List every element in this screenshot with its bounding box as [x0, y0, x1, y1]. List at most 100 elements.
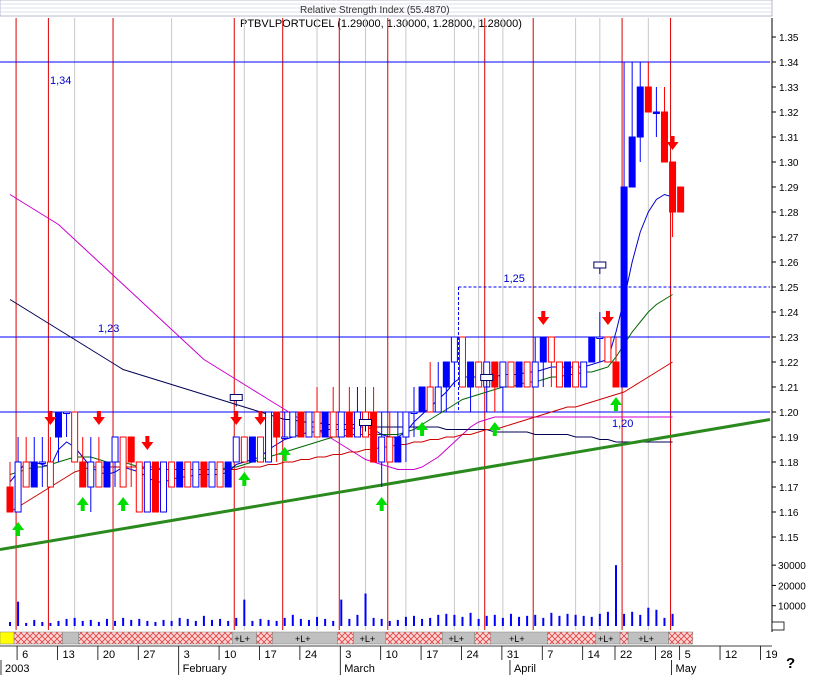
price-tick-label: 1.15	[779, 533, 799, 544]
sell-arrow-icon	[141, 436, 154, 450]
candle-body	[370, 411, 378, 463]
candle-body	[588, 336, 596, 363]
price-tick-label: 1.22	[779, 358, 799, 369]
candle-body	[216, 461, 224, 488]
candle	[119, 436, 127, 488]
day-tick-label: 22	[620, 649, 632, 661]
candle	[539, 336, 547, 387]
candle	[14, 437, 22, 513]
price-tick-label: 1.27	[779, 233, 799, 244]
candle-body	[79, 461, 87, 488]
candle-body	[458, 336, 466, 388]
candle-body	[467, 361, 475, 388]
candle-body	[313, 411, 321, 438]
timeline-segment	[547, 631, 597, 645]
candle	[151, 461, 159, 513]
timeline-segment	[78, 631, 233, 645]
price-tick-label: 1.20	[779, 408, 799, 419]
price-tick-label: 1.32	[779, 108, 799, 119]
candle	[30, 437, 38, 488]
buy-arrow-icon	[76, 497, 89, 511]
candle	[135, 461, 143, 513]
sell-arrow-icon	[230, 411, 243, 425]
candle-body	[297, 411, 305, 438]
candle-body	[442, 361, 450, 388]
candle	[378, 412, 386, 487]
candle-body	[660, 111, 668, 163]
candle	[6, 462, 14, 513]
support-trendline	[0, 418, 771, 551]
candle-body	[38, 461, 46, 464]
candle-body	[265, 411, 273, 463]
candle	[273, 411, 281, 462]
candle	[564, 361, 572, 388]
day-tick-label: 24	[305, 649, 317, 661]
candle-body	[507, 361, 515, 388]
axis-corner-box	[771, 621, 785, 631]
candle-body	[531, 361, 539, 388]
candle	[256, 436, 264, 463]
candle-body	[515, 361, 523, 388]
price-tick-label: 1.18	[779, 458, 799, 469]
candle-body	[208, 461, 216, 488]
timeline-segment	[337, 631, 354, 645]
candle-body	[192, 461, 200, 488]
timeline-segment	[474, 631, 492, 645]
help-glyph[interactable]: ?	[786, 655, 795, 672]
candle	[208, 461, 216, 488]
candle-body	[402, 411, 410, 438]
candle-body	[87, 461, 95, 488]
day-tick-label: 14	[588, 649, 600, 661]
price-tick-label: 1.23	[779, 333, 799, 344]
sell-arrow-icon	[44, 411, 57, 425]
candle-body	[143, 461, 151, 513]
price-tick-label: 1.33	[779, 83, 799, 94]
candle-body	[345, 411, 353, 438]
day-tick-label: 3	[184, 649, 190, 661]
candle	[491, 361, 499, 412]
candle-body	[499, 361, 507, 388]
candle	[184, 461, 192, 488]
candle	[572, 361, 580, 388]
candle-body	[176, 461, 184, 488]
candle	[669, 161, 677, 237]
price-tick-label: 1.26	[779, 258, 799, 269]
candle	[111, 436, 119, 487]
candle	[176, 461, 184, 488]
header-area: Relative Strength Index (55.4870) PTBVLP…	[0, 0, 773, 30]
event-marker	[480, 374, 494, 381]
candle	[410, 387, 418, 437]
month-tick-label: 2003	[5, 663, 29, 675]
candle-body	[63, 411, 71, 414]
day-tick-label: 24	[466, 649, 478, 661]
candle-body	[612, 361, 620, 388]
volume-tick-label: 30000	[778, 561, 806, 572]
candle	[467, 361, 475, 412]
candle-body	[232, 436, 240, 463]
event-marker	[229, 394, 243, 401]
candle-body	[305, 411, 313, 438]
candle	[281, 412, 289, 439]
plot-area: 1,34 1,23 1,20 1,25	[0, 18, 771, 630]
candle	[313, 387, 321, 438]
candle	[71, 411, 79, 463]
candle	[499, 361, 507, 412]
candle	[523, 361, 531, 388]
candle-body	[580, 361, 588, 388]
candle	[216, 461, 224, 488]
candle-body	[184, 461, 192, 488]
timeline-segment-label: +L+	[509, 634, 525, 644]
candle	[353, 387, 361, 438]
candle-body	[54, 411, 62, 438]
candle	[265, 411, 273, 463]
day-tick-label: 17	[426, 649, 438, 661]
candle	[604, 336, 612, 363]
candle	[289, 411, 297, 438]
price-tick-label: 1.31	[779, 133, 799, 144]
candle-body	[119, 436, 127, 488]
candle	[46, 437, 54, 488]
candle	[224, 461, 232, 488]
price-tick-label: 1.16	[779, 508, 799, 519]
candle-body	[200, 461, 208, 488]
candle-body	[669, 161, 677, 213]
